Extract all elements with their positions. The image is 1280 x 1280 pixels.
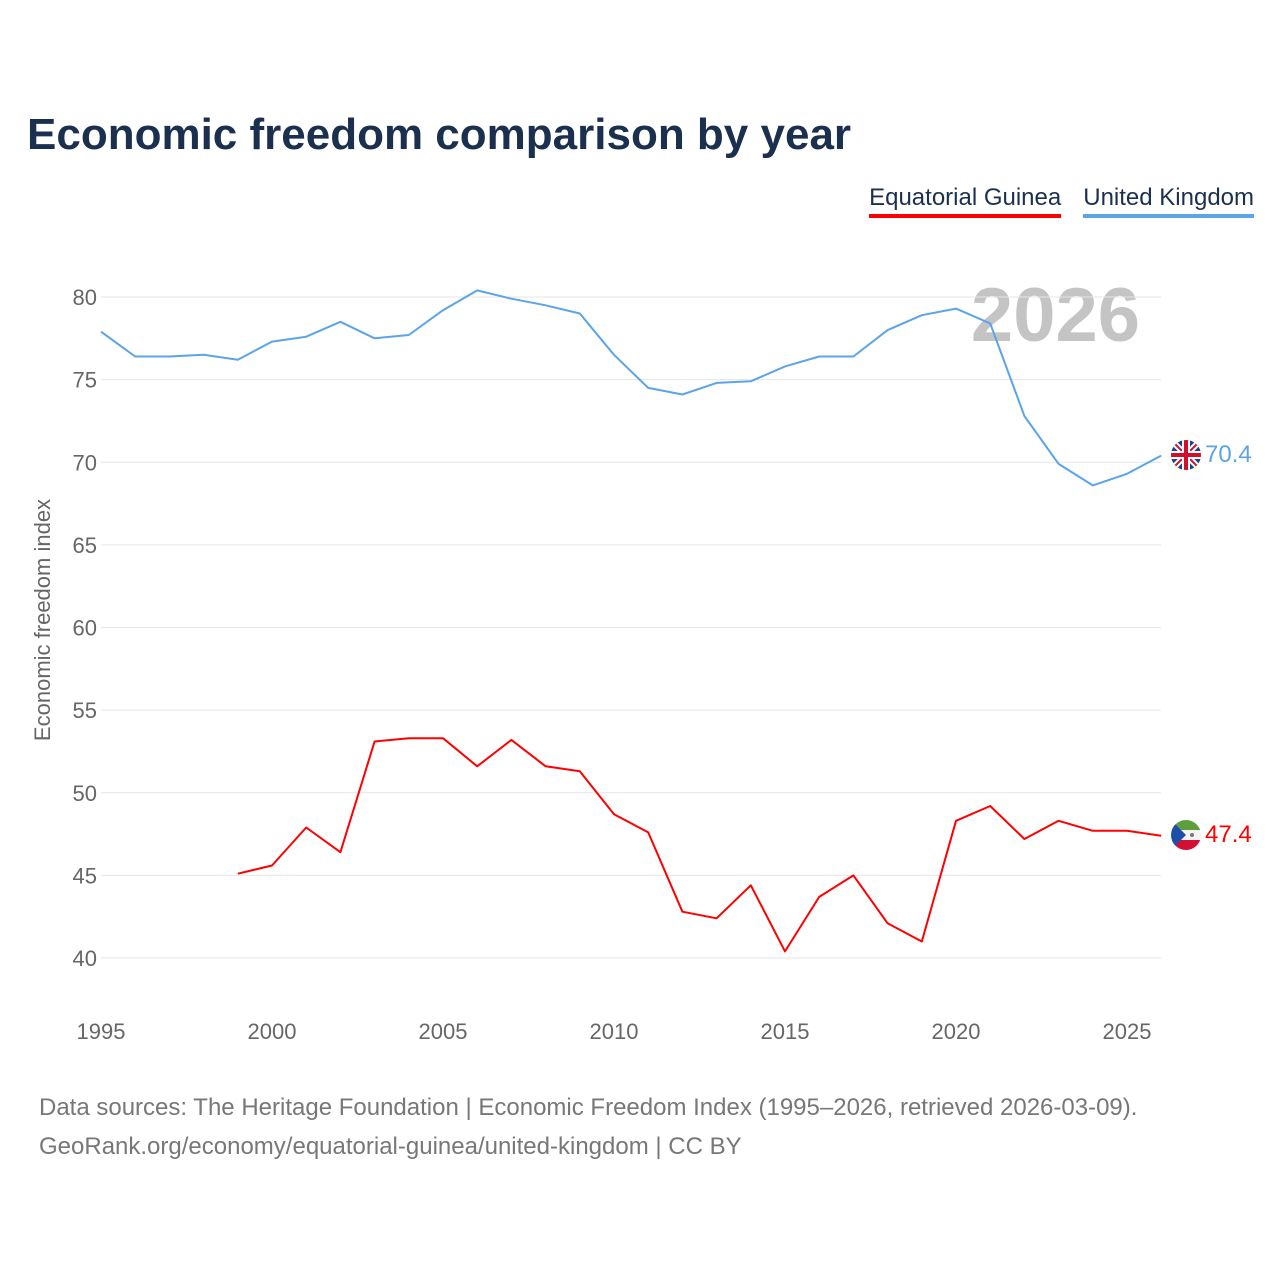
data-point bbox=[1091, 483, 1095, 487]
data-point bbox=[475, 288, 479, 292]
data-point bbox=[886, 328, 890, 332]
data-point bbox=[612, 812, 616, 816]
chart-title: Economic freedom comparison by year bbox=[27, 110, 852, 159]
data-point bbox=[407, 333, 411, 337]
legend-item-equatorial-guinea[interactable]: Equatorial Guinea bbox=[869, 184, 1062, 218]
y-tick-label: 80 bbox=[73, 285, 97, 310]
x-tick-label: 2025 bbox=[1103, 1019, 1152, 1044]
end-label-united-kingdom: 70.4 bbox=[1205, 441, 1252, 468]
data-point bbox=[544, 303, 548, 307]
data-point bbox=[783, 949, 787, 953]
x-tick-label: 2010 bbox=[590, 1019, 639, 1044]
y-tick-label: 60 bbox=[73, 616, 97, 641]
data-point bbox=[407, 736, 411, 740]
data-point bbox=[509, 297, 513, 301]
data-point bbox=[338, 850, 342, 854]
data-point bbox=[646, 830, 650, 834]
data-point bbox=[373, 740, 377, 744]
data-point bbox=[167, 354, 171, 358]
data-point bbox=[817, 895, 821, 899]
data-point bbox=[1159, 834, 1163, 838]
data-point bbox=[236, 358, 240, 362]
source-line-1: Data sources: The Heritage Foundation | … bbox=[39, 1094, 1138, 1121]
equatorial-guinea-flag bbox=[1171, 820, 1201, 850]
data-point bbox=[1091, 829, 1095, 833]
data-point bbox=[304, 825, 308, 829]
data-point bbox=[749, 883, 753, 887]
y-tick-label: 75 bbox=[73, 368, 97, 393]
data-point bbox=[646, 386, 650, 390]
data-point bbox=[1057, 462, 1061, 466]
y-tick-label: 55 bbox=[73, 698, 97, 723]
data-point bbox=[680, 392, 684, 396]
data-point bbox=[954, 819, 958, 823]
data-point bbox=[202, 353, 206, 357]
data-point bbox=[988, 804, 992, 808]
data-point bbox=[544, 764, 548, 768]
data-point bbox=[988, 321, 992, 325]
data-point bbox=[715, 381, 719, 385]
data-point bbox=[920, 313, 924, 317]
data-point bbox=[1057, 819, 1061, 823]
data-point bbox=[578, 312, 582, 316]
data-source-note: Data sources: The Heritage Foundation | … bbox=[39, 1088, 1137, 1166]
y-tick-label: 50 bbox=[73, 781, 97, 806]
watermark-year: 2026 bbox=[971, 273, 1140, 358]
y-tick-label: 40 bbox=[73, 946, 97, 971]
data-point bbox=[236, 872, 240, 876]
data-point bbox=[886, 921, 890, 925]
series-line-united-kingdom bbox=[100, 289, 1162, 487]
data-point bbox=[1022, 837, 1026, 841]
data-point bbox=[338, 320, 342, 324]
data-point bbox=[920, 939, 924, 943]
data-point bbox=[270, 340, 274, 344]
x-tick-label: 2005 bbox=[419, 1019, 468, 1044]
legend: Equatorial Guinea United Kingdom bbox=[869, 184, 1254, 218]
y-axis-label: Economic freedom index bbox=[30, 499, 55, 741]
data-point bbox=[851, 873, 855, 877]
source-line-2[interactable]: GeoRank.org/economy/equatorial-guinea/un… bbox=[39, 1133, 742, 1160]
data-point bbox=[373, 336, 377, 340]
data-point bbox=[99, 330, 103, 334]
data-point bbox=[1125, 472, 1129, 476]
legend-item-united-kingdom[interactable]: United Kingdom bbox=[1083, 184, 1254, 218]
x-tick-label: 2020 bbox=[932, 1019, 981, 1044]
data-point bbox=[612, 353, 616, 357]
x-tick-label: 2000 bbox=[248, 1019, 297, 1044]
data-point bbox=[304, 335, 308, 339]
y-tick-label: 65 bbox=[73, 533, 97, 558]
uk-flag bbox=[1171, 440, 1201, 470]
data-point bbox=[817, 354, 821, 358]
data-point bbox=[441, 736, 445, 740]
data-point bbox=[749, 379, 753, 383]
end-label-equatorial-guinea: 47.4 bbox=[1205, 821, 1252, 848]
data-point bbox=[1159, 454, 1163, 458]
data-point bbox=[680, 910, 684, 914]
y-tick-label: 45 bbox=[73, 863, 97, 888]
data-point bbox=[270, 863, 274, 867]
data-point bbox=[509, 738, 513, 742]
data-point bbox=[441, 308, 445, 312]
series-line-equatorial-guinea bbox=[237, 737, 1162, 953]
y-tick-label: 70 bbox=[73, 450, 97, 475]
data-point bbox=[783, 364, 787, 368]
data-point bbox=[578, 769, 582, 773]
x-tick-label: 2015 bbox=[761, 1019, 810, 1044]
data-point bbox=[851, 354, 855, 358]
data-point bbox=[715, 916, 719, 920]
x-tick-label: 1995 bbox=[77, 1019, 126, 1044]
data-point bbox=[133, 354, 137, 358]
data-point bbox=[1125, 829, 1129, 833]
data-point bbox=[954, 307, 958, 311]
data-point bbox=[1022, 414, 1026, 418]
data-point bbox=[475, 764, 479, 768]
